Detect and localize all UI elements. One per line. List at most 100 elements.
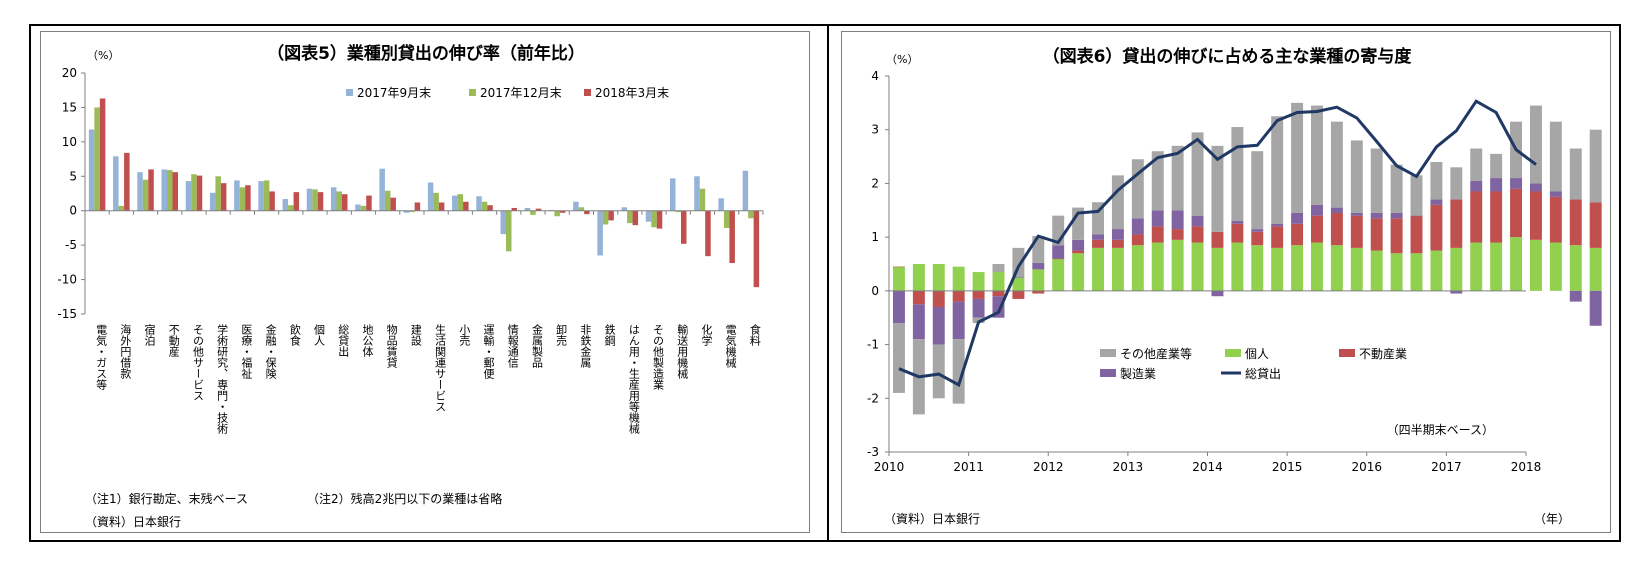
right-stack-segment bbox=[1052, 258, 1065, 291]
right-stack-segment bbox=[1350, 140, 1363, 213]
right-chart-panel: （図表6）貸出の伸びに占める主な業種の寄与度 （%） 4 3 2 1 0 -1 -2 -3 2010… bbox=[841, 31, 1611, 533]
left-bar bbox=[718, 198, 724, 211]
left-category-label: 運輸・郵便 bbox=[482, 324, 495, 380]
left-category-label: その他製造業 bbox=[652, 324, 665, 390]
left-category-label: 電気機械 bbox=[724, 324, 737, 369]
left-category-label: 生活関連サービス bbox=[434, 323, 447, 412]
left-bar bbox=[632, 210, 639, 226]
right-y-tick-label: 1 bbox=[871, 230, 879, 244]
right-stack-segment bbox=[1450, 290, 1463, 294]
right-legend-label: その他産業等 bbox=[1120, 346, 1192, 361]
right-legend-swatch bbox=[1339, 349, 1355, 357]
right-stack-segment bbox=[992, 296, 1005, 318]
right-chart: （図表6）貸出の伸びに占める主な業種の寄与度 （%） 4 3 2 1 0 -1 -2 -32010… bbox=[867, 46, 1602, 474]
left-bar bbox=[269, 191, 275, 211]
left-category-label: 化学 bbox=[700, 323, 713, 346]
left-legend-label: 2017年12月末 bbox=[480, 86, 562, 100]
right-stack-segment bbox=[1271, 226, 1284, 248]
right-stack-segment bbox=[1191, 242, 1204, 291]
right-stack-segment bbox=[1430, 199, 1443, 205]
left-legend-label: 2018年3月末 bbox=[595, 86, 669, 100]
right-x-tick-label: 2018 bbox=[1511, 460, 1542, 474]
right-stack-segment bbox=[1390, 218, 1403, 254]
left-category-label: 鉄鋼 bbox=[603, 323, 616, 347]
right-x-tick-label: 2012 bbox=[1033, 460, 1064, 474]
right-stack-segment bbox=[1151, 226, 1164, 243]
left-bar bbox=[137, 172, 143, 211]
left-bar bbox=[331, 187, 337, 211]
left-bar bbox=[113, 156, 119, 211]
left-bar bbox=[694, 176, 700, 211]
left-bar bbox=[535, 208, 542, 211]
left-category-label: 飲食 bbox=[288, 323, 301, 347]
left-category-label: 学術研究、専門・技術 bbox=[216, 323, 229, 434]
left-bar bbox=[245, 185, 251, 211]
left-category-label: 食料 bbox=[748, 323, 761, 347]
left-bar bbox=[263, 180, 270, 211]
left-bar bbox=[481, 201, 488, 211]
right-legend-label: 不動産業 bbox=[1359, 346, 1407, 361]
right-stack-segment bbox=[1131, 245, 1144, 291]
left-bar bbox=[88, 129, 95, 211]
right-stack-segment bbox=[1171, 239, 1184, 291]
left-bar bbox=[220, 183, 227, 211]
frame-divider bbox=[827, 24, 829, 542]
right-stack-segment bbox=[1052, 258, 1065, 260]
right-stack-segment bbox=[1529, 239, 1542, 291]
left-bar bbox=[554, 210, 560, 217]
right-x-tick-label: 2016 bbox=[1351, 460, 1382, 474]
right-stack-segment bbox=[1191, 132, 1204, 216]
right-xunit: （年） bbox=[1534, 512, 1571, 526]
right-stack-segment bbox=[892, 266, 905, 268]
right-stack-segment bbox=[1569, 199, 1582, 246]
left-category-label: はん用・生産用等機械 bbox=[627, 324, 640, 435]
left-category-label: 海外円借款 bbox=[119, 323, 132, 380]
right-y-unit: （%） bbox=[886, 53, 918, 66]
right-stack-segment bbox=[1549, 242, 1562, 291]
right-stack-segment bbox=[952, 290, 965, 302]
right-stack-segment bbox=[1330, 207, 1343, 213]
right-stack-segment bbox=[1490, 242, 1503, 291]
left-bar bbox=[487, 205, 493, 211]
left-bar bbox=[729, 210, 735, 264]
left-legend-swatch bbox=[584, 89, 591, 96]
left-category-label: 電気・ガス等 bbox=[95, 324, 108, 390]
right-stack-segment bbox=[1490, 178, 1503, 192]
left-bar bbox=[379, 168, 385, 211]
left-bar bbox=[384, 190, 391, 211]
left-source: （資料）日本銀行 bbox=[85, 515, 182, 529]
left-bar bbox=[656, 210, 663, 229]
right-stack-segment bbox=[1032, 269, 1045, 291]
left-y-tick-label: -5 bbox=[65, 238, 77, 252]
right-stack-segment bbox=[1032, 290, 1045, 294]
right-stack-segment bbox=[892, 323, 905, 393]
left-bar bbox=[306, 188, 313, 211]
right-stack-segment bbox=[1271, 116, 1284, 224]
left-bar bbox=[524, 207, 531, 211]
right-stack-segment bbox=[1012, 247, 1025, 278]
left-bar bbox=[124, 152, 130, 211]
right-stack-segment bbox=[1291, 212, 1304, 224]
right-stack-segment bbox=[972, 290, 985, 299]
left-bar bbox=[172, 172, 178, 211]
left-category-label: 医療・福祉 bbox=[240, 324, 253, 380]
left-bar bbox=[355, 204, 361, 211]
right-stack-segment bbox=[1131, 234, 1144, 246]
right-stack-segment bbox=[1311, 215, 1323, 243]
left-category-label: 不動産 bbox=[167, 324, 180, 358]
left-bar bbox=[317, 192, 324, 211]
left-note-2: （注2）残高2兆円以下の業種は省略 bbox=[307, 492, 503, 506]
left-bar bbox=[148, 169, 154, 211]
left-bar bbox=[597, 210, 603, 256]
right-stack-segment bbox=[912, 290, 925, 305]
right-stack-segment bbox=[1589, 129, 1602, 203]
right-stack-segment bbox=[1012, 290, 1025, 299]
right-legend-label: 総貸出 bbox=[1245, 366, 1281, 381]
right-stack-segment bbox=[1211, 231, 1224, 248]
left-bar bbox=[403, 210, 410, 213]
left-bar bbox=[94, 107, 100, 211]
left-y-tick-label: -10 bbox=[57, 273, 77, 287]
left-category-label: 小売 bbox=[458, 324, 471, 347]
right-stack-segment bbox=[1410, 253, 1423, 291]
left-bar bbox=[258, 181, 264, 211]
